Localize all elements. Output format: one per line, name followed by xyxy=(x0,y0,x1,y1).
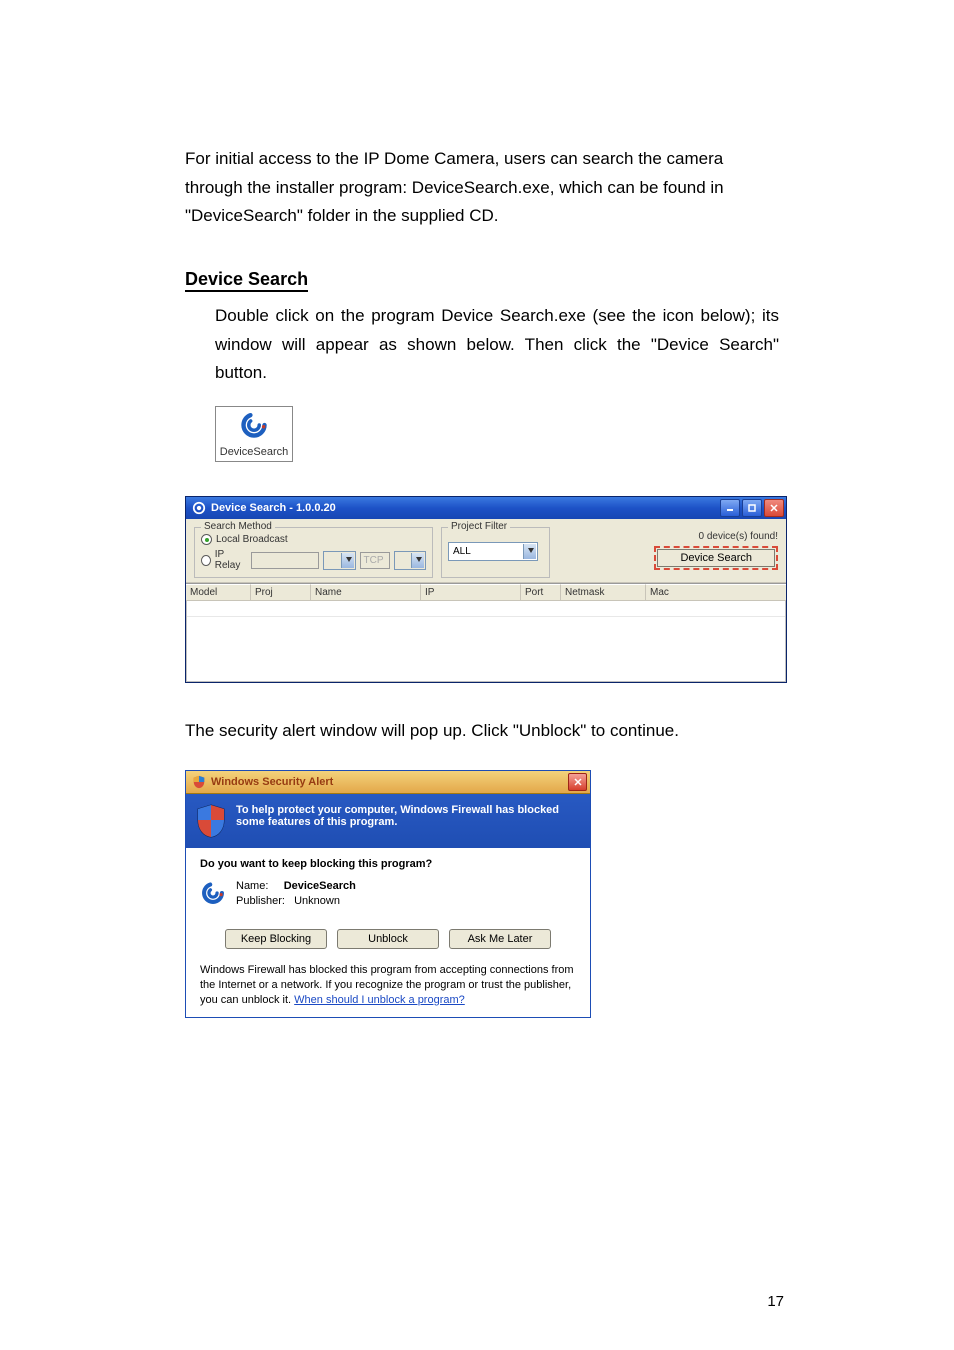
device-search-window: Device Search - 1.0.0.20 Search Method xyxy=(185,496,787,683)
radio-icon xyxy=(201,534,212,545)
table-row xyxy=(187,601,785,617)
maximize-icon xyxy=(748,504,756,512)
wsa-title-text: Windows Security Alert xyxy=(211,776,333,788)
minimize-icon xyxy=(726,504,734,512)
wsa-titlebar: Windows Security Alert xyxy=(186,771,590,794)
project-filter-select[interactable]: ALL xyxy=(448,542,538,561)
wsa-banner-text: To help protect your computer, Windows F… xyxy=(236,804,580,828)
ip-relay-host-input xyxy=(251,552,319,569)
device-table-body xyxy=(186,601,786,682)
device-count-status: 0 device(s) found! xyxy=(699,531,779,542)
wsa-button-row: Keep Blocking Unblock Ask Me Later xyxy=(200,929,576,949)
project-filter-legend: Project Filter xyxy=(448,521,510,532)
wsa-note-link[interactable]: When should I unblock a program? xyxy=(294,994,465,1006)
swirl-icon xyxy=(200,880,226,906)
ask-me-later-button[interactable]: Ask Me Later xyxy=(449,929,551,949)
radio-local-broadcast[interactable]: Local Broadcast xyxy=(201,534,426,545)
device-search-titlebar: Device Search - 1.0.0.20 xyxy=(186,497,786,519)
step1-text: Double click on the program Device Searc… xyxy=(215,302,779,389)
close-button[interactable] xyxy=(764,499,784,517)
wsa-name-value: DeviceSearch xyxy=(284,880,356,892)
minimize-button[interactable] xyxy=(720,499,740,517)
wsa-close-button[interactable] xyxy=(568,773,587,791)
device-search-title: Device Search - 1.0.0.20 xyxy=(211,502,336,514)
wsa-name-label: Name: xyxy=(236,880,268,892)
col-proj[interactable]: Proj xyxy=(251,584,311,600)
device-search-button[interactable]: Device Search xyxy=(657,549,775,567)
col-netmask[interactable]: Netmask xyxy=(561,584,646,600)
keep-blocking-button[interactable]: Keep Blocking xyxy=(225,929,327,949)
wsa-content: Do you want to keep blocking this progra… xyxy=(186,848,590,1018)
wsa-publisher-label: Publisher: xyxy=(236,895,285,907)
project-filter-value: ALL xyxy=(453,546,471,557)
device-table: Model Proj Name IP Port Netmask Mac xyxy=(186,583,786,682)
intro-paragraph: For initial access to the IP Dome Camera… xyxy=(185,145,779,231)
close-icon xyxy=(770,504,778,512)
wsa-question: Do you want to keep blocking this progra… xyxy=(200,858,576,870)
shield-icon xyxy=(196,804,226,838)
step2-text: The security alert window will pop up. C… xyxy=(185,717,779,746)
shield-small-icon xyxy=(192,775,206,789)
status-panel: 0 device(s) found! Device Search xyxy=(558,527,778,578)
unblock-button[interactable]: Unblock xyxy=(337,929,439,949)
wsa-note: Windows Firewall has blocked this progra… xyxy=(200,963,576,1008)
tcp-dropdown xyxy=(394,551,426,570)
col-model[interactable]: Model xyxy=(186,584,251,600)
wsa-program-info: Name: DeviceSearch Publisher: Unknown xyxy=(200,880,576,907)
wsa-banner: To help protect your computer, Windows F… xyxy=(186,794,590,848)
search-method-fieldset: Search Method Local Broadcast IP Relay T… xyxy=(194,527,433,578)
radio-local-label: Local Broadcast xyxy=(216,534,288,545)
tcp-label: TCP xyxy=(360,552,390,569)
device-table-header: Model Proj Name IP Port Netmask Mac xyxy=(186,584,786,601)
page-number: 17 xyxy=(767,1293,784,1310)
col-mac[interactable]: Mac xyxy=(646,584,786,600)
radio-iprelay-label: IP Relay xyxy=(215,549,247,571)
devicesearch-desktop-icon[interactable]: DeviceSearch xyxy=(215,406,293,462)
project-filter-fieldset: Project Filter ALL xyxy=(441,527,550,578)
col-port[interactable]: Port xyxy=(521,584,561,600)
col-name[interactable]: Name xyxy=(311,584,421,600)
devicesearch-icon-label: DeviceSearch xyxy=(216,446,292,461)
wsa-publisher-value: Unknown xyxy=(294,895,340,907)
windows-security-alert-dialog: Windows Security Alert To help protect y… xyxy=(185,770,591,1019)
col-ip[interactable]: IP xyxy=(421,584,521,600)
step-heading-device-search: Device Search xyxy=(185,269,308,292)
swirl-icon xyxy=(240,411,268,439)
close-icon xyxy=(574,778,582,786)
page: For initial access to the IP Dome Camera… xyxy=(0,0,954,1350)
radio-ip-relay-row[interactable]: IP Relay TCP xyxy=(201,549,426,571)
radio-icon xyxy=(201,555,211,566)
maximize-button[interactable] xyxy=(742,499,762,517)
devicesearch-icon-graphic xyxy=(216,407,292,446)
ip-relay-host-dropdown xyxy=(323,551,355,570)
device-search-button-highlight: Device Search xyxy=(654,546,778,570)
app-icon xyxy=(192,501,206,515)
search-method-legend: Search Method xyxy=(201,521,275,532)
